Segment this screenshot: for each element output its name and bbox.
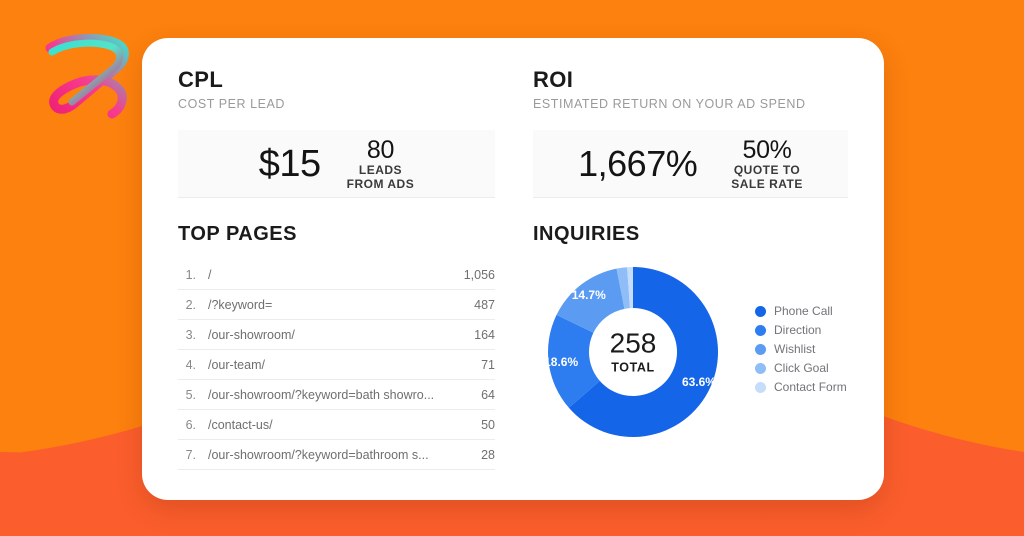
roi-panel: ROI ESTIMATED RETURN ON YOUR AD SPEND 1,…: [533, 67, 848, 199]
top-pages-count: 71: [481, 357, 495, 372]
cpl-metric-box: $15 80 LEADS FROM ADS: [178, 130, 495, 199]
cpl-subtitle: COST PER LEAD: [178, 97, 285, 112]
legend-color-dot-icon: [755, 324, 766, 336]
legend-color-dot-icon: [755, 381, 766, 393]
roi-primary-value: 1,667%: [578, 142, 698, 184]
donut-legend-item[interactable]: Direction: [755, 321, 847, 340]
dashboard-card: CPL COST PER LEAD $15 80 LEADS FROM ADS …: [142, 38, 884, 500]
donut-slice-label: 14.7%: [571, 287, 606, 302]
top-pages-path[interactable]: /our-showroom/?keyword=bath showro...: [208, 387, 435, 402]
top-pages-row[interactable]: 5. /our-showroom/?keyword=bath showro... 6…: [178, 380, 495, 411]
top-pages-rank: 3.: [185, 327, 196, 342]
top-pages-list: 1. / 1,056 2. /?keyword= 487 3. /our-showroom/1…: [178, 260, 495, 471]
top-pages-row[interactable]: 3. /our-showroom/164: [178, 320, 495, 351]
top-pages-count: 164: [474, 327, 495, 342]
donut-legend-item[interactable]: Phone Call: [755, 302, 847, 321]
inquiries-chart-area: 258 TOTAL 63.6% 18.6% 14.7% Phone Call Dire…: [533, 252, 848, 452]
cpl-primary-value: $15: [258, 142, 321, 185]
donut-slice[interactable]: [548, 314, 600, 408]
donut-slice-label: 18.6%: [544, 354, 579, 369]
top-pages-rank: 1.: [185, 267, 196, 282]
inquiries-donut-chart: 258 TOTAL 63.6% 18.6% 14.7%: [533, 252, 733, 452]
brand-logo: [34, 26, 138, 126]
top-pages-row[interactable]: 4. /our-team/71: [178, 350, 495, 381]
donut-legend-item[interactable]: Click Goal: [755, 359, 847, 378]
donut-legend-label: Phone Call: [774, 304, 833, 319]
top-pages-count: 28: [481, 447, 495, 462]
top-pages-path[interactable]: /contact-us/: [208, 417, 273, 432]
top-pages-path[interactable]: /our-showroom/: [208, 327, 295, 342]
cpl-secondary-value: 80: [366, 136, 395, 165]
top-pages-rank: 5.: [185, 387, 196, 402]
top-pages-count: 64: [481, 387, 495, 402]
donut-legend-item[interactable]: Wishlist: [755, 340, 847, 359]
roi-subtitle: ESTIMATED RETURN ON YOUR AD SPEND: [533, 97, 806, 112]
legend-color-dot-icon: [755, 305, 766, 317]
cpl-secondary-metric: 80 LEADS FROM ADS: [347, 136, 415, 191]
top-pages-path[interactable]: /our-team/: [208, 357, 265, 372]
donut-legend-item[interactable]: Contact Form: [755, 378, 847, 397]
top-pages-row[interactable]: 6. /contact-us/50: [178, 410, 495, 441]
donut-legend-label: Direction: [774, 323, 822, 338]
top-pages-path[interactable]: /our-showroom/?keyword=bathroom s...: [208, 447, 429, 462]
top-pages-rank: 7.: [185, 447, 196, 462]
top-pages-rank: 4.: [185, 357, 196, 372]
top-pages-count: 487: [474, 297, 495, 312]
donut-legend-label: Click Goal: [774, 361, 829, 376]
legend-color-dot-icon: [755, 343, 766, 355]
cpl-panel: CPL COST PER LEAD $15 80 LEADS FROM ADS: [178, 67, 495, 199]
donut-slice[interactable]: [568, 267, 719, 438]
donut-legend-label: Wishlist: [774, 342, 816, 357]
top-pages-count: 1,056: [463, 267, 495, 282]
roi-secondary-value: 50%: [742, 136, 792, 165]
top-pages-row[interactable]: 7. /our-showroom/?keyword=bathroom s... 28: [178, 440, 495, 471]
brand-swoosh-icon: [45, 33, 129, 119]
roi-secondary-caption-1: QUOTE TO: [733, 163, 801, 178]
top-pages-row[interactable]: 1. / 1,056: [178, 260, 495, 291]
top-pages-rank: 2.: [185, 297, 196, 312]
roi-title: ROI: [533, 67, 574, 92]
donut-slice[interactable]: [556, 268, 625, 333]
legend-color-dot-icon: [755, 362, 766, 374]
roi-secondary-caption-2: SALE RATE: [731, 176, 803, 191]
donut-legend-label: Contact Form: [774, 380, 847, 395]
top-pages-title: TOP PAGES: [178, 223, 297, 246]
cpl-secondary-caption-2: FROM ADS: [346, 176, 415, 191]
donut-slice-label: 63.6%: [681, 375, 716, 390]
top-pages-path[interactable]: /: [208, 267, 212, 282]
top-pages-path[interactable]: /?keyword=: [208, 297, 273, 312]
roi-secondary-metric: 50% QUOTE TO SALE RATE: [731, 136, 803, 191]
roi-metric-box: 1,667% 50% QUOTE TO SALE RATE: [533, 130, 848, 199]
donut-svg: [548, 267, 719, 438]
donut-legend: Phone Call Direction Wishlist Click Goal Con…: [755, 302, 847, 403]
donut-slice[interactable]: [616, 267, 630, 309]
left-column: CPL COST PER LEAD $15 80 LEADS FROM ADS …: [178, 68, 513, 500]
top-pages-count: 50: [481, 417, 495, 432]
top-pages-row[interactable]: 2. /?keyword= 487: [178, 290, 495, 321]
top-pages-rank: 6.: [185, 417, 196, 432]
right-column: ROI ESTIMATED RETURN ON YOUR AD SPEND 1,…: [513, 68, 848, 500]
inquiries-title: INQUIRIES: [533, 223, 640, 246]
donut-slice[interactable]: [627, 267, 633, 309]
cpl-secondary-caption-1: LEADS: [358, 163, 403, 178]
cpl-title: CPL: [178, 67, 224, 92]
